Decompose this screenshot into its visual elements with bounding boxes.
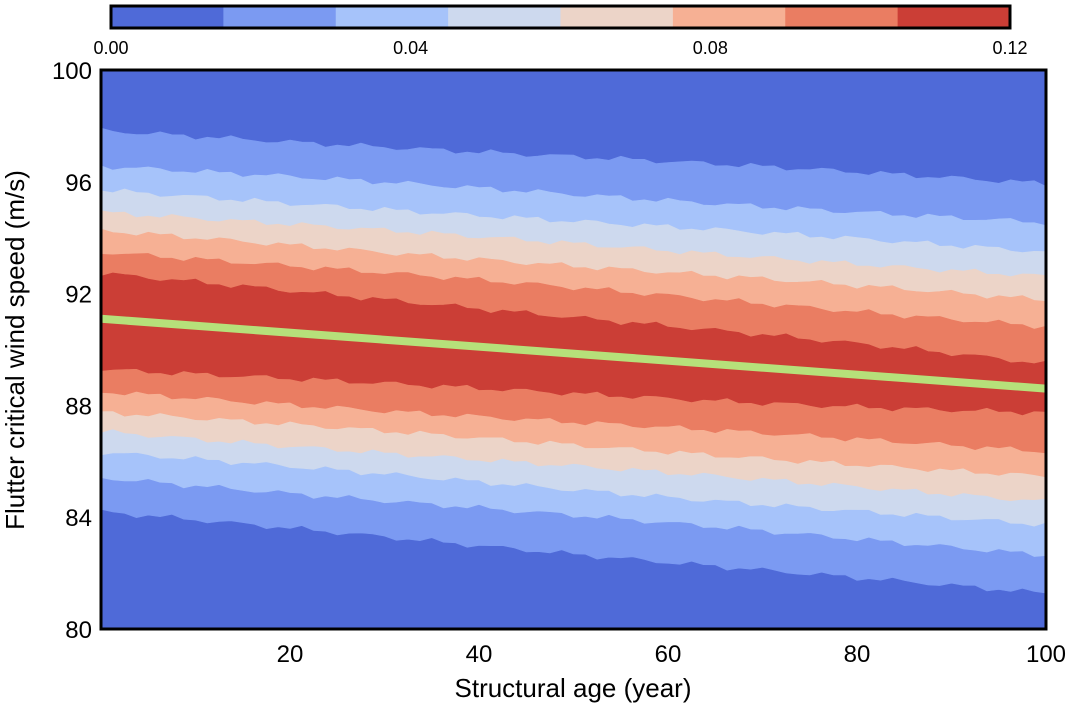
colorbar-swatch <box>897 6 1011 28</box>
x-axis-ticks: 20 40 60 80 100 <box>277 641 1066 668</box>
plot-area <box>99 68 1048 631</box>
colorbar-tick-label: 0.12 <box>992 38 1027 58</box>
colorbar-frame <box>109 4 1012 30</box>
x-tick-label: 80 <box>844 641 871 668</box>
colorbar-swatch <box>560 6 674 28</box>
colorbar-tick-label: 0.04 <box>393 38 428 58</box>
plot-frame <box>99 68 1048 631</box>
colorbar-swatch <box>785 6 899 28</box>
y-tick-label: 100 <box>52 58 92 85</box>
y-tick-label: 84 <box>65 505 92 532</box>
colorbar-swatch <box>335 6 449 28</box>
colorbar: 0.00 0.04 0.08 0.12 <box>93 4 1028 58</box>
x-tick-label: 60 <box>655 641 682 668</box>
x-axis-label: Structural age (year) <box>455 673 692 703</box>
y-tick-label: 92 <box>65 282 92 309</box>
x-tick-label: 20 <box>277 641 304 668</box>
colorbar-swatch <box>111 6 224 28</box>
colorbar-swatches <box>111 6 1011 28</box>
y-tick-label: 96 <box>65 170 92 197</box>
mean-trend-line <box>101 314 1046 393</box>
contour-band <box>101 272 1046 416</box>
colorbar-swatch <box>672 6 786 28</box>
x-tick-label: 40 <box>466 641 493 668</box>
colorbar-swatch <box>448 6 561 28</box>
y-axis-ticks: 80 84 88 92 96 100 <box>52 58 92 644</box>
y-axis-label: Flutter critical wind speed (m/s) <box>0 170 30 530</box>
x-tick-label: 100 <box>1026 641 1066 668</box>
colorbar-tick-label: 0.00 <box>93 38 128 58</box>
colorbar-tick-labels: 0.00 0.04 0.08 0.12 <box>93 38 1027 58</box>
y-tick-label: 88 <box>65 393 92 420</box>
contour-bands <box>101 70 1046 629</box>
colorbar-tick-label: 0.08 <box>693 38 728 58</box>
y-tick-label: 80 <box>65 617 92 644</box>
colorbar-swatch <box>223 6 337 28</box>
